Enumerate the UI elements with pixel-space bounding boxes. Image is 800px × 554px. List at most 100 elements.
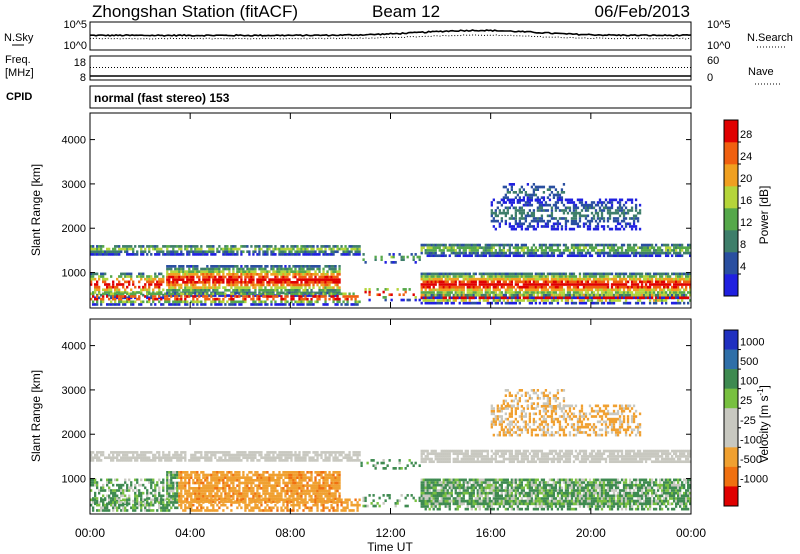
- power-cell: [326, 265, 329, 268]
- velocity-cell: [116, 494, 119, 498]
- power-cell: [168, 280, 171, 284]
- power-cell: [208, 294, 211, 297]
- power-cell: [294, 288, 297, 292]
- power-cell: [308, 245, 311, 248]
- power-cell: [526, 225, 530, 228]
- velocity-cell: [122, 451, 125, 454]
- velocity-cell: [102, 489, 105, 492]
- power-cell: [530, 293, 534, 297]
- power-cell: [526, 288, 530, 292]
- power-cell: [540, 209, 544, 212]
- power-cell: [106, 285, 109, 289]
- power-cell: [294, 286, 297, 289]
- power-cell: [658, 254, 662, 258]
- power-cell: [238, 303, 241, 306]
- power-cell: [192, 291, 195, 295]
- power-cell: [514, 296, 518, 300]
- power-cell: [570, 296, 574, 300]
- power-cell: [408, 288, 411, 291]
- power-cell: [566, 285, 570, 289]
- power-cell: [642, 246, 646, 250]
- power-cell: [238, 295, 241, 298]
- power-cell: [552, 196, 556, 199]
- velocity-cell: [116, 501, 119, 504]
- power-cell: [636, 246, 640, 250]
- power-cell: [290, 270, 293, 273]
- power-cell: [544, 243, 548, 247]
- power-cell: [272, 278, 275, 281]
- power-cell: [500, 254, 503, 258]
- power-cell: [216, 280, 219, 284]
- power-cell: [326, 253, 329, 256]
- power-cell: [100, 293, 103, 297]
- power-cell: [420, 251, 423, 255]
- power-cell: [586, 227, 590, 231]
- velocity-cell: [126, 509, 129, 512]
- power-cell: [184, 245, 187, 248]
- power-cell: [140, 272, 143, 276]
- power-cell: [482, 293, 485, 297]
- power-cell: [666, 288, 670, 292]
- velocity-cell: [160, 502, 163, 506]
- power-cell: [212, 297, 215, 301]
- power-cell: [588, 227, 592, 231]
- power-cell: [286, 245, 289, 248]
- velocity-cell: [94, 491, 97, 495]
- velocity-cell: [162, 486, 165, 490]
- power-cell: [300, 295, 303, 298]
- power-cell: [140, 250, 143, 254]
- power-cell: [162, 275, 165, 278]
- power-cell: [236, 283, 239, 287]
- power-cell: [294, 275, 297, 279]
- power-cell: [628, 222, 632, 226]
- power-cell: [554, 243, 558, 247]
- power-cell: [668, 296, 672, 300]
- nave-label: Nave: [748, 66, 774, 78]
- power-cell: [180, 245, 183, 248]
- power-cell: [274, 303, 277, 306]
- power-cell: [520, 246, 524, 250]
- power-cell: [162, 280, 165, 284]
- power-cell: [318, 253, 321, 256]
- power-cell: [126, 245, 129, 248]
- power-cell: [150, 293, 153, 297]
- power-cell: [506, 191, 509, 194]
- power-cell: [428, 243, 431, 247]
- power-cell: [626, 254, 630, 258]
- power-cell: [452, 288, 455, 292]
- power-cell: [640, 291, 644, 294]
- power-cell: [602, 254, 606, 258]
- power-cell: [622, 254, 626, 258]
- velocity-cell: [160, 494, 163, 498]
- power-cell: [328, 280, 331, 284]
- power-cell: [564, 217, 568, 220]
- power-cell: [556, 301, 560, 305]
- power-cell: [286, 275, 289, 279]
- power-cell: [506, 283, 509, 286]
- power-cell: [286, 280, 289, 284]
- power-cell: [566, 254, 570, 258]
- power-cell: [118, 250, 121, 254]
- power-cell: [300, 267, 303, 271]
- power-cell: [166, 270, 169, 273]
- power-cell: [606, 285, 610, 289]
- power-cell: [684, 285, 688, 289]
- power-cell: [686, 272, 690, 276]
- power-cell: [324, 295, 327, 298]
- power-cell: [610, 272, 614, 276]
- power-cell: [288, 272, 291, 276]
- power-cell: [684, 249, 688, 252]
- power-cell: [510, 291, 513, 294]
- power-cell: [192, 267, 195, 271]
- power-cell: [524, 201, 528, 204]
- power-cell: [334, 288, 337, 292]
- power-cell: [484, 299, 487, 302]
- power-cell: [586, 272, 590, 276]
- power-cell: [270, 267, 273, 271]
- power-cell: [572, 214, 576, 218]
- power-cell: [440, 277, 443, 281]
- power-cell: [166, 300, 169, 304]
- power-cell: [306, 245, 309, 248]
- power-cell: [304, 275, 307, 279]
- velocity-cell: [126, 486, 129, 490]
